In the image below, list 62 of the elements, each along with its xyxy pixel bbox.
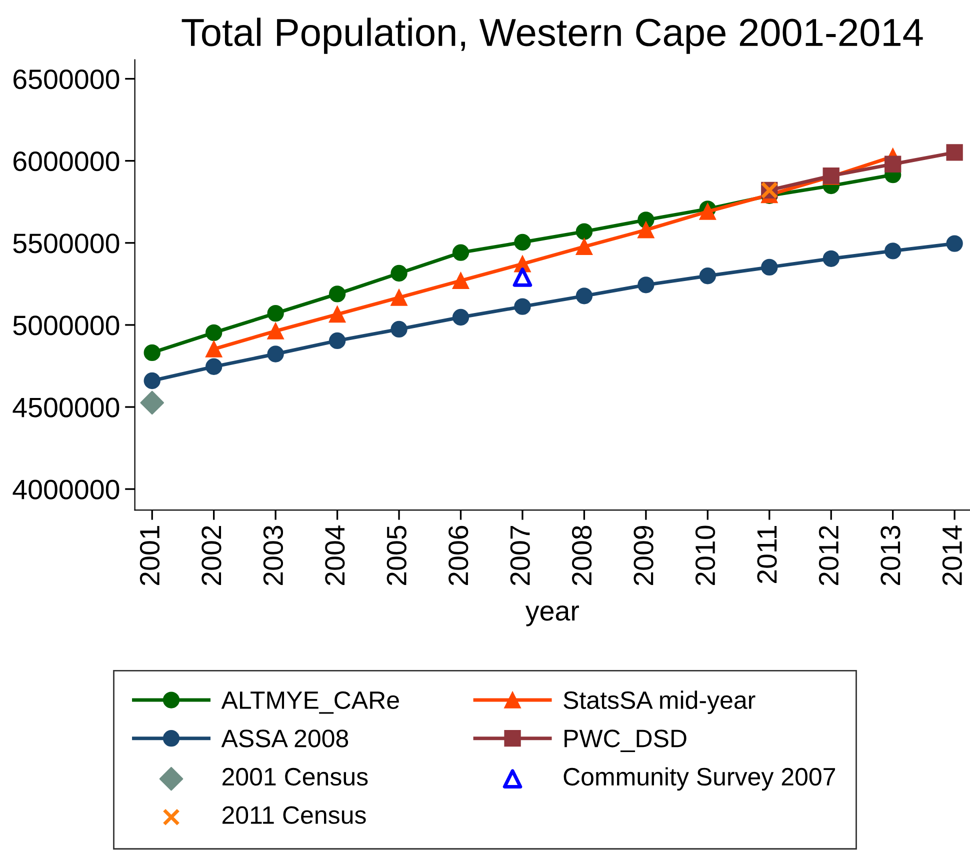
y-tick-label: 6000000 — [14, 152, 120, 172]
point — [761, 258, 778, 276]
x-tick-label: 2007 — [510, 526, 530, 586]
legend-label: PWC_DSD — [564, 730, 686, 752]
point — [576, 238, 593, 256]
legend-label: 2011 Census — [222, 806, 366, 824]
point — [822, 250, 840, 267]
chart-title: Total Population, Western Cape 2001-2014 — [182, 18, 923, 54]
x-tick-label: 2002 — [202, 526, 222, 586]
x-tick-label: 2014 — [942, 525, 962, 586]
legend-label: 2001 Census — [222, 768, 368, 786]
point — [267, 322, 284, 340]
point — [206, 340, 222, 358]
legend-label: StatsSA mid-year — [564, 690, 756, 714]
x-tick-label: 2001 — [140, 526, 160, 586]
point — [328, 332, 346, 350]
point — [946, 235, 963, 252]
point — [638, 276, 654, 294]
point — [206, 358, 222, 375]
x-tick-label: 2013 — [880, 526, 900, 586]
point — [206, 324, 222, 342]
point — [144, 372, 160, 390]
point — [452, 272, 470, 289]
x-tick-label: 2009 — [634, 526, 654, 586]
legend-label: Community Survey 2007 — [564, 767, 835, 791]
point — [144, 344, 160, 362]
x-tick-label: 2008 — [572, 526, 592, 586]
point — [514, 234, 531, 251]
point — [390, 320, 408, 338]
point — [576, 223, 593, 240]
point — [267, 304, 284, 322]
point — [512, 268, 532, 287]
point — [638, 222, 654, 238]
point — [328, 286, 346, 302]
y-tick-label: 5500000 — [13, 234, 120, 254]
y-tick-label: 6500000 — [14, 69, 120, 90]
x-tick-label: 2003 — [263, 526, 284, 586]
point — [576, 288, 593, 304]
y-tick-label: 4000000 — [12, 480, 120, 500]
point — [884, 156, 902, 172]
x-tick-label: 2006 — [448, 526, 468, 586]
y-tick-label: 5000000 — [13, 316, 120, 336]
point — [514, 298, 531, 315]
legend-label: ASSA 2008 — [221, 730, 348, 748]
point — [884, 242, 902, 260]
x-axis-title: year — [525, 606, 579, 626]
point — [946, 144, 963, 161]
point — [452, 308, 470, 326]
point — [140, 390, 164, 415]
x-tick-label: 2010 — [695, 526, 716, 586]
point — [267, 346, 284, 362]
point — [452, 244, 470, 261]
x-tick-label: 2011 — [757, 526, 777, 583]
point — [328, 306, 346, 323]
point — [699, 268, 716, 284]
x-tick-label: 2005 — [386, 526, 406, 586]
point — [390, 264, 408, 282]
x-tick-label: 2012 — [818, 526, 839, 586]
y-tick-label: 4500000 — [12, 398, 120, 418]
x-tick-label: 2004 — [325, 525, 345, 586]
point — [390, 289, 408, 306]
legend-label: ALTMYE_CARe — [221, 691, 399, 714]
